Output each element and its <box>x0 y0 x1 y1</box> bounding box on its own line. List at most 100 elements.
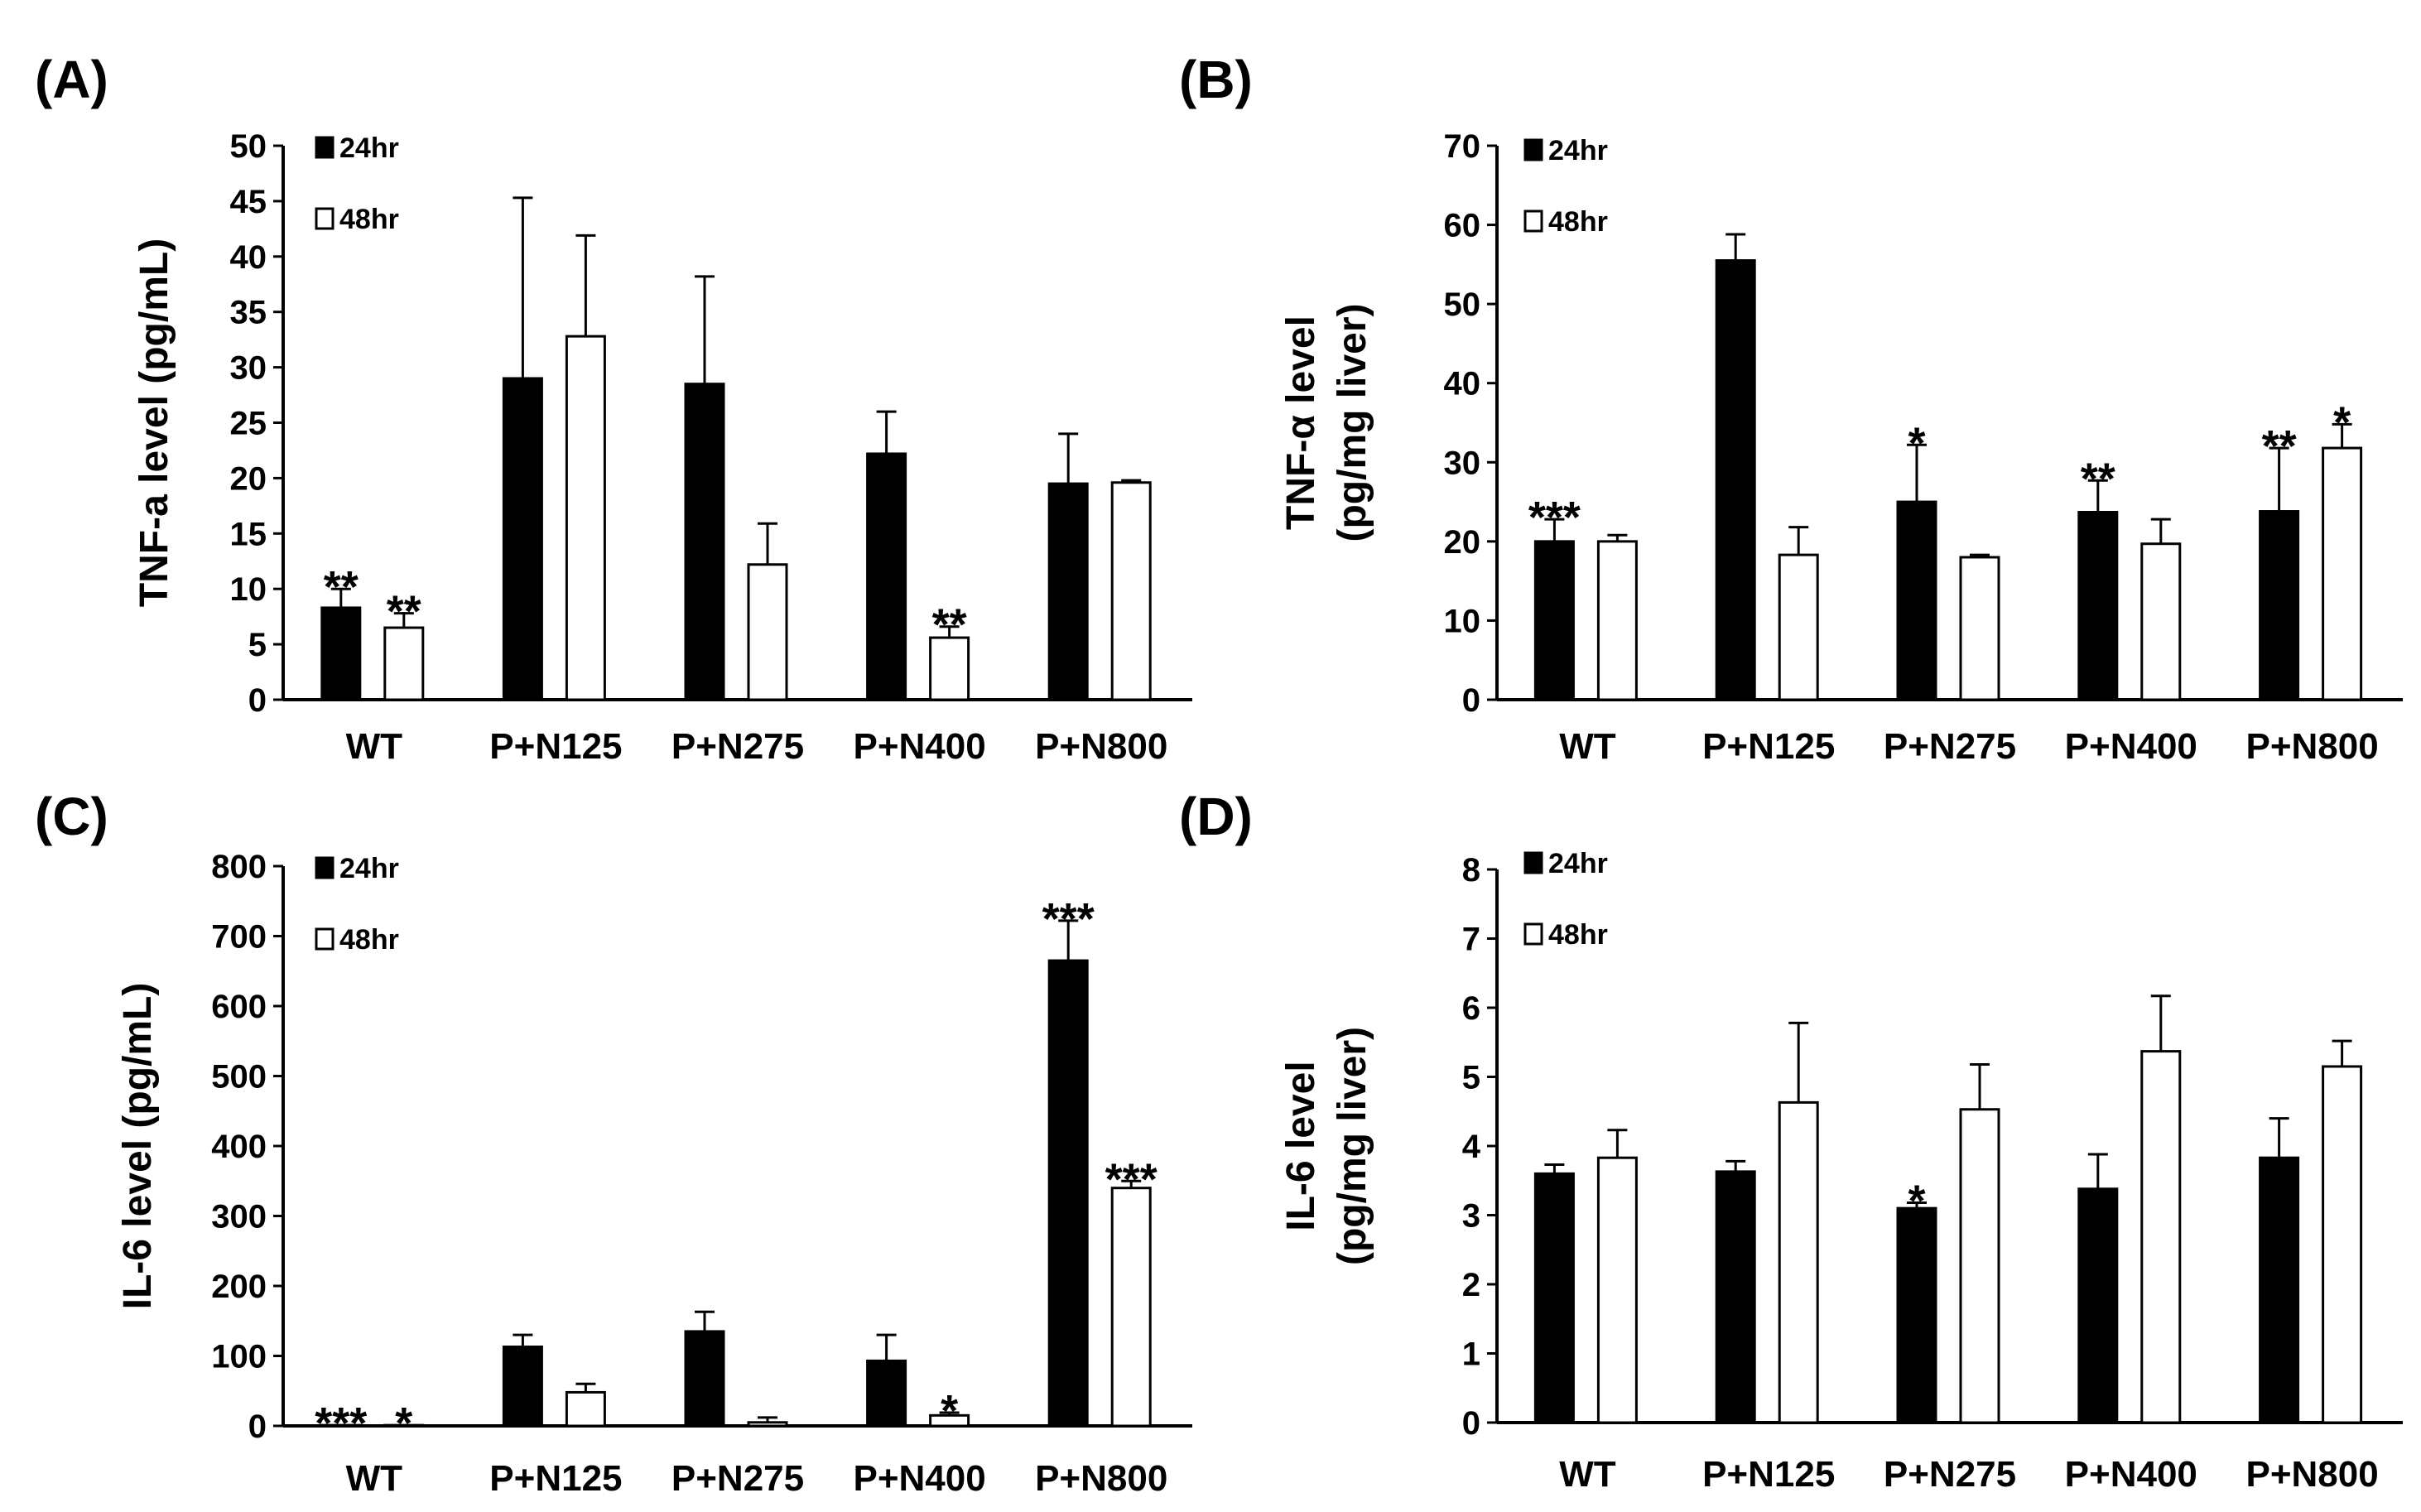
y-tick-label: 4 <box>1462 1129 1481 1165</box>
bar-48hr-P+N275 <box>1959 556 2000 701</box>
bar-48hr-P+N275 <box>1959 1108 2000 1424</box>
legend-label: 24hr <box>339 853 399 884</box>
legend-swatch-24hr <box>315 856 335 879</box>
category-label: WT <box>346 1458 403 1499</box>
bar-48hr-WT <box>1596 1156 1638 1424</box>
bar-24hr-P+N125 <box>1715 259 1756 701</box>
y-tick-label: 8 <box>1462 852 1480 888</box>
legend-label: 24hr <box>1548 135 1608 166</box>
y-axis-label: (pg/mg liver) <box>1331 1027 1374 1265</box>
legend-label: 24hr <box>1548 848 1608 879</box>
y-tick-label: 700 <box>211 919 267 956</box>
bar-24hr-P+N400 <box>866 452 907 701</box>
bar-24hr-WT <box>1533 540 1575 701</box>
y-tick-label: 5 <box>1462 1060 1480 1096</box>
chart-panel-b: (B) 0 10 20 30 40 50 60 70 TNF-α level (pg/mg live… <box>1179 50 2403 767</box>
category-label: P+N400 <box>2065 726 2197 767</box>
legend-swatch-48hr <box>1523 209 1543 233</box>
significance-label: ** <box>932 600 967 650</box>
y-tick-label: 0 <box>248 682 267 719</box>
y-tick-label: 20 <box>230 460 267 497</box>
y-tick-label: 60 <box>1444 208 1481 244</box>
category-label: P+N275 <box>1884 1454 2016 1495</box>
bar-24hr-P+N800 <box>1047 482 1089 701</box>
legend-label: 48hr <box>339 924 399 956</box>
y-tick-label: 600 <box>211 989 267 1025</box>
bar-48hr-P+N800 <box>1110 481 1152 701</box>
y-axis-label: TNF-a level (pg/mL) <box>132 238 176 607</box>
legend-swatch-24hr <box>1523 851 1543 874</box>
bar-24hr-WT <box>320 606 362 701</box>
significance-label: ** <box>2262 421 2297 471</box>
category-label: P+N800 <box>1035 1458 1167 1499</box>
y-tick-label: 35 <box>230 295 267 331</box>
category-label: P+N275 <box>671 1458 804 1499</box>
category-label: P+N125 <box>489 1458 622 1499</box>
bar-24hr-P+N275 <box>1896 1206 1937 1424</box>
bar-48hr-WT <box>383 1423 425 1428</box>
y-tick-label: 100 <box>211 1339 267 1375</box>
legend-swatch-24hr <box>1523 138 1543 161</box>
significance-label: *** <box>1105 1154 1158 1204</box>
significance-label: ** <box>387 587 421 637</box>
y-tick-label: 10 <box>1444 603 1481 639</box>
bar-48hr-WT <box>383 626 425 701</box>
y-axis-label: (pg/mg liver) <box>1331 303 1374 542</box>
y-tick-label: 40 <box>230 239 267 276</box>
bar-48hr-P+N275 <box>747 1421 788 1428</box>
chart-panel-a: (A) 0 5 10 15 20 25 30 35 40 45 50 TNF-a level (pg/m… <box>35 50 1192 767</box>
bar-24hr-P+N400 <box>2077 1187 2119 1424</box>
y-tick-label: 50 <box>1444 287 1481 323</box>
category-label: WT <box>346 726 403 767</box>
bar-24hr-P+N125 <box>502 1346 543 1428</box>
chart-panel-c: (C) 0 100 200 300 400 500 600 700 800 IL-6 level (… <box>35 787 1192 1499</box>
category-label: P+N800 <box>2245 726 2378 767</box>
bar-48hr-P+N125 <box>1778 1100 1819 1424</box>
legend-label: 24hr <box>339 132 399 164</box>
bar-24hr-P+N125 <box>1715 1170 1756 1424</box>
significance-label: * <box>941 1386 958 1436</box>
panel-letter: (D) <box>1179 787 1253 846</box>
bar-48hr-P+N125 <box>565 335 606 701</box>
legend-label: 48hr <box>1548 919 1608 951</box>
y-tick-label: 15 <box>230 516 267 552</box>
bar-48hr-P+N125 <box>565 1390 606 1428</box>
significance-label: ** <box>2081 454 2115 503</box>
y-tick-label: 200 <box>211 1269 267 1305</box>
legend-swatch-48hr <box>1523 922 1543 946</box>
bar-24hr-WT <box>320 1423 362 1428</box>
bar-48hr-P+N800 <box>2322 446 2363 701</box>
y-tick-label: 20 <box>1444 524 1481 561</box>
y-tick-label: 70 <box>1444 128 1481 165</box>
y-tick-label: 6 <box>1462 990 1480 1027</box>
y-tick-label: 30 <box>230 350 267 387</box>
y-tick-label: 7 <box>1462 922 1480 958</box>
significance-label: * <box>2333 397 2351 447</box>
chart-panel-d: (D) 0 1 2 3 4 5 6 7 8 IL-6 level (pg/mg liver) 24hr 4… <box>1179 787 2403 1495</box>
significance-label: * <box>395 1399 412 1448</box>
bar-24hr-P+N275 <box>1896 500 1937 701</box>
category-label: P+N125 <box>489 726 622 767</box>
legend-label: 48hr <box>1548 206 1608 238</box>
legend-swatch-48hr <box>315 207 335 230</box>
y-tick-label: 0 <box>1462 1405 1480 1442</box>
y-tick-label: 10 <box>230 571 267 608</box>
y-tick-label: 30 <box>1444 445 1481 481</box>
bar-24hr-P+N275 <box>684 1330 725 1428</box>
bar-24hr-WT <box>1533 1172 1575 1424</box>
bar-48hr-P+N800 <box>1110 1187 1152 1428</box>
y-tick-label: 400 <box>211 1129 267 1165</box>
significance-label: ** <box>324 562 359 612</box>
bar-48hr-P+N800 <box>2322 1065 2363 1424</box>
panel-letter: (A) <box>35 50 108 109</box>
y-tick-label: 5 <box>248 627 267 663</box>
bar-24hr-P+N400 <box>2077 510 2119 701</box>
category-label: WT <box>1559 726 1616 767</box>
y-tick-label: 300 <box>211 1199 267 1235</box>
category-label: WT <box>1559 1454 1616 1495</box>
bar-48hr-P+N400 <box>929 636 970 701</box>
y-tick-label: 2 <box>1462 1267 1480 1303</box>
y-tick-label: 45 <box>230 184 267 220</box>
category-label: P+N125 <box>1702 726 1835 767</box>
